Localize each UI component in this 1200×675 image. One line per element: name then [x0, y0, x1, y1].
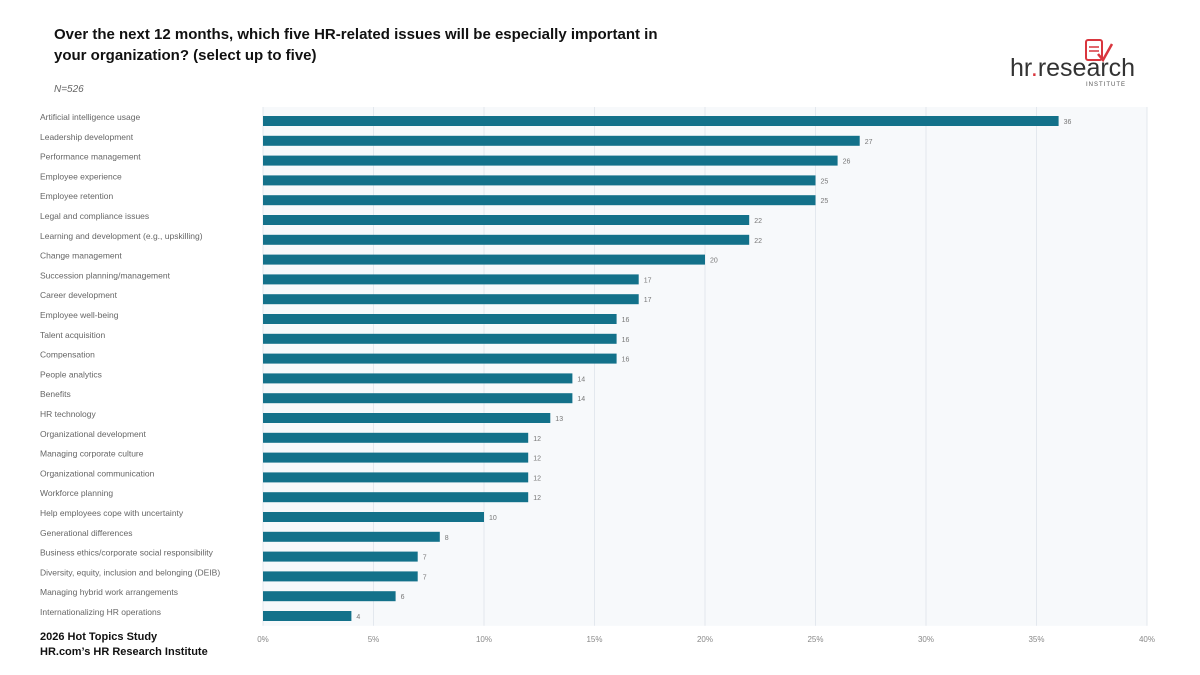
bar: [263, 393, 573, 404]
category-label: Compensation: [40, 350, 95, 360]
data-label: 6: [401, 594, 405, 601]
data-label: 27: [865, 139, 873, 146]
category-label: Internationalizing HR operations: [40, 607, 161, 617]
source: HR.com’s HR Research Institute: [40, 646, 208, 658]
category-label: Career development: [40, 290, 118, 300]
data-label: 14: [577, 376, 585, 383]
bar: [263, 353, 617, 364]
bar: [263, 512, 484, 522]
data-label: 22: [754, 238, 762, 245]
bar: [263, 294, 639, 305]
category-label: Leadership development: [40, 132, 134, 142]
data-label: 7: [423, 574, 427, 581]
category-label: Managing corporate culture: [40, 449, 144, 459]
category-label: Managing hybrid work arrangements: [40, 587, 178, 597]
bar: [263, 373, 573, 384]
category-label: Legal and compliance issues: [40, 211, 149, 221]
data-label: 13: [555, 416, 563, 423]
category-label: Talent acquisition: [40, 330, 105, 340]
bar: [263, 135, 860, 146]
svg-text:hr.research: hr.research: [1010, 54, 1135, 82]
x-tick-label: 0%: [257, 635, 269, 644]
bar: [263, 195, 816, 206]
bar: [263, 492, 529, 503]
category-label: Employee well-being: [40, 310, 119, 320]
x-tick-label: 40%: [1139, 635, 1155, 644]
category-label: Employee retention: [40, 191, 114, 201]
category-label: Performance management: [40, 152, 141, 162]
category-label: Succession planning/management: [40, 270, 171, 280]
data-label: 25: [821, 198, 829, 205]
bar: [263, 175, 816, 186]
category-label: HR technology: [40, 409, 97, 419]
bar: [263, 452, 529, 463]
x-tick-label: 10%: [476, 635, 492, 644]
data-label: 16: [622, 337, 630, 344]
bar: [263, 432, 529, 443]
data-label: 4: [356, 614, 360, 621]
svg-text:INSTITUTE: INSTITUTE: [1086, 82, 1126, 88]
data-label: 12: [533, 475, 541, 482]
bar: [263, 215, 750, 225]
data-label: 12: [533, 436, 541, 443]
data-label: 36: [1064, 119, 1072, 126]
data-label: 17: [644, 297, 652, 304]
category-label: Generational differences: [40, 528, 132, 538]
bar: [263, 611, 352, 621]
bar: [263, 274, 639, 285]
category-label: Help employees cope with uncertainty: [40, 508, 184, 518]
bar: [263, 116, 1059, 126]
bar: [263, 531, 440, 542]
bar: [263, 155, 838, 166]
data-label: 17: [644, 277, 652, 284]
hr-research-logo: hr.research INSTITUTE: [1008, 38, 1138, 88]
data-label: 12: [533, 456, 541, 463]
study-name: 2026 Hot Topics Study: [40, 631, 158, 643]
bar: [263, 234, 750, 245]
x-tick-label: 30%: [918, 635, 934, 644]
category-label: Workforce planning: [40, 488, 113, 498]
category-label: Organizational communication: [40, 468, 155, 478]
category-label: Business ethics/corporate social respons…: [40, 548, 214, 558]
x-tick-label: 35%: [1028, 635, 1044, 644]
category-label: People analytics: [40, 369, 102, 379]
category-label: Learning and development (e.g., upskilli…: [40, 231, 203, 241]
data-label: 20: [710, 258, 718, 265]
data-label: 7: [423, 555, 427, 562]
data-label: 10: [489, 515, 497, 522]
bar: [263, 472, 529, 483]
data-label: 22: [754, 218, 762, 225]
data-label: 26: [843, 159, 851, 166]
bar: [263, 571, 418, 582]
bar: [263, 254, 705, 265]
data-label: 16: [622, 357, 630, 364]
x-tick-label: 5%: [368, 635, 380, 644]
data-label: 16: [622, 317, 630, 324]
footer: 2026 Hot Topics Study HR.com’s HR Resear…: [40, 630, 208, 660]
bar: [263, 413, 551, 423]
data-label: 14: [577, 396, 585, 403]
x-tick-label: 15%: [586, 635, 602, 644]
data-label: 12: [533, 495, 541, 502]
category-label: Organizational development: [40, 429, 146, 439]
bar: [263, 551, 418, 562]
bar: [263, 591, 396, 602]
data-label: 25: [821, 178, 829, 185]
category-label: Change management: [40, 251, 122, 261]
x-tick-label: 25%: [807, 635, 823, 644]
x-tick-label: 20%: [697, 635, 713, 644]
category-label: Diversity, equity, inclusion and belongi…: [40, 567, 220, 577]
category-label: Benefits: [40, 389, 71, 399]
sample-size: N=526: [54, 84, 84, 95]
category-label: Artificial intelligence usage: [40, 112, 140, 122]
category-label: Employee experience: [40, 171, 122, 181]
data-label: 8: [445, 535, 449, 542]
bar: [263, 314, 617, 324]
bar: [263, 333, 617, 344]
chart-title: Over the next 12 months, which five HR-r…: [54, 26, 658, 64]
